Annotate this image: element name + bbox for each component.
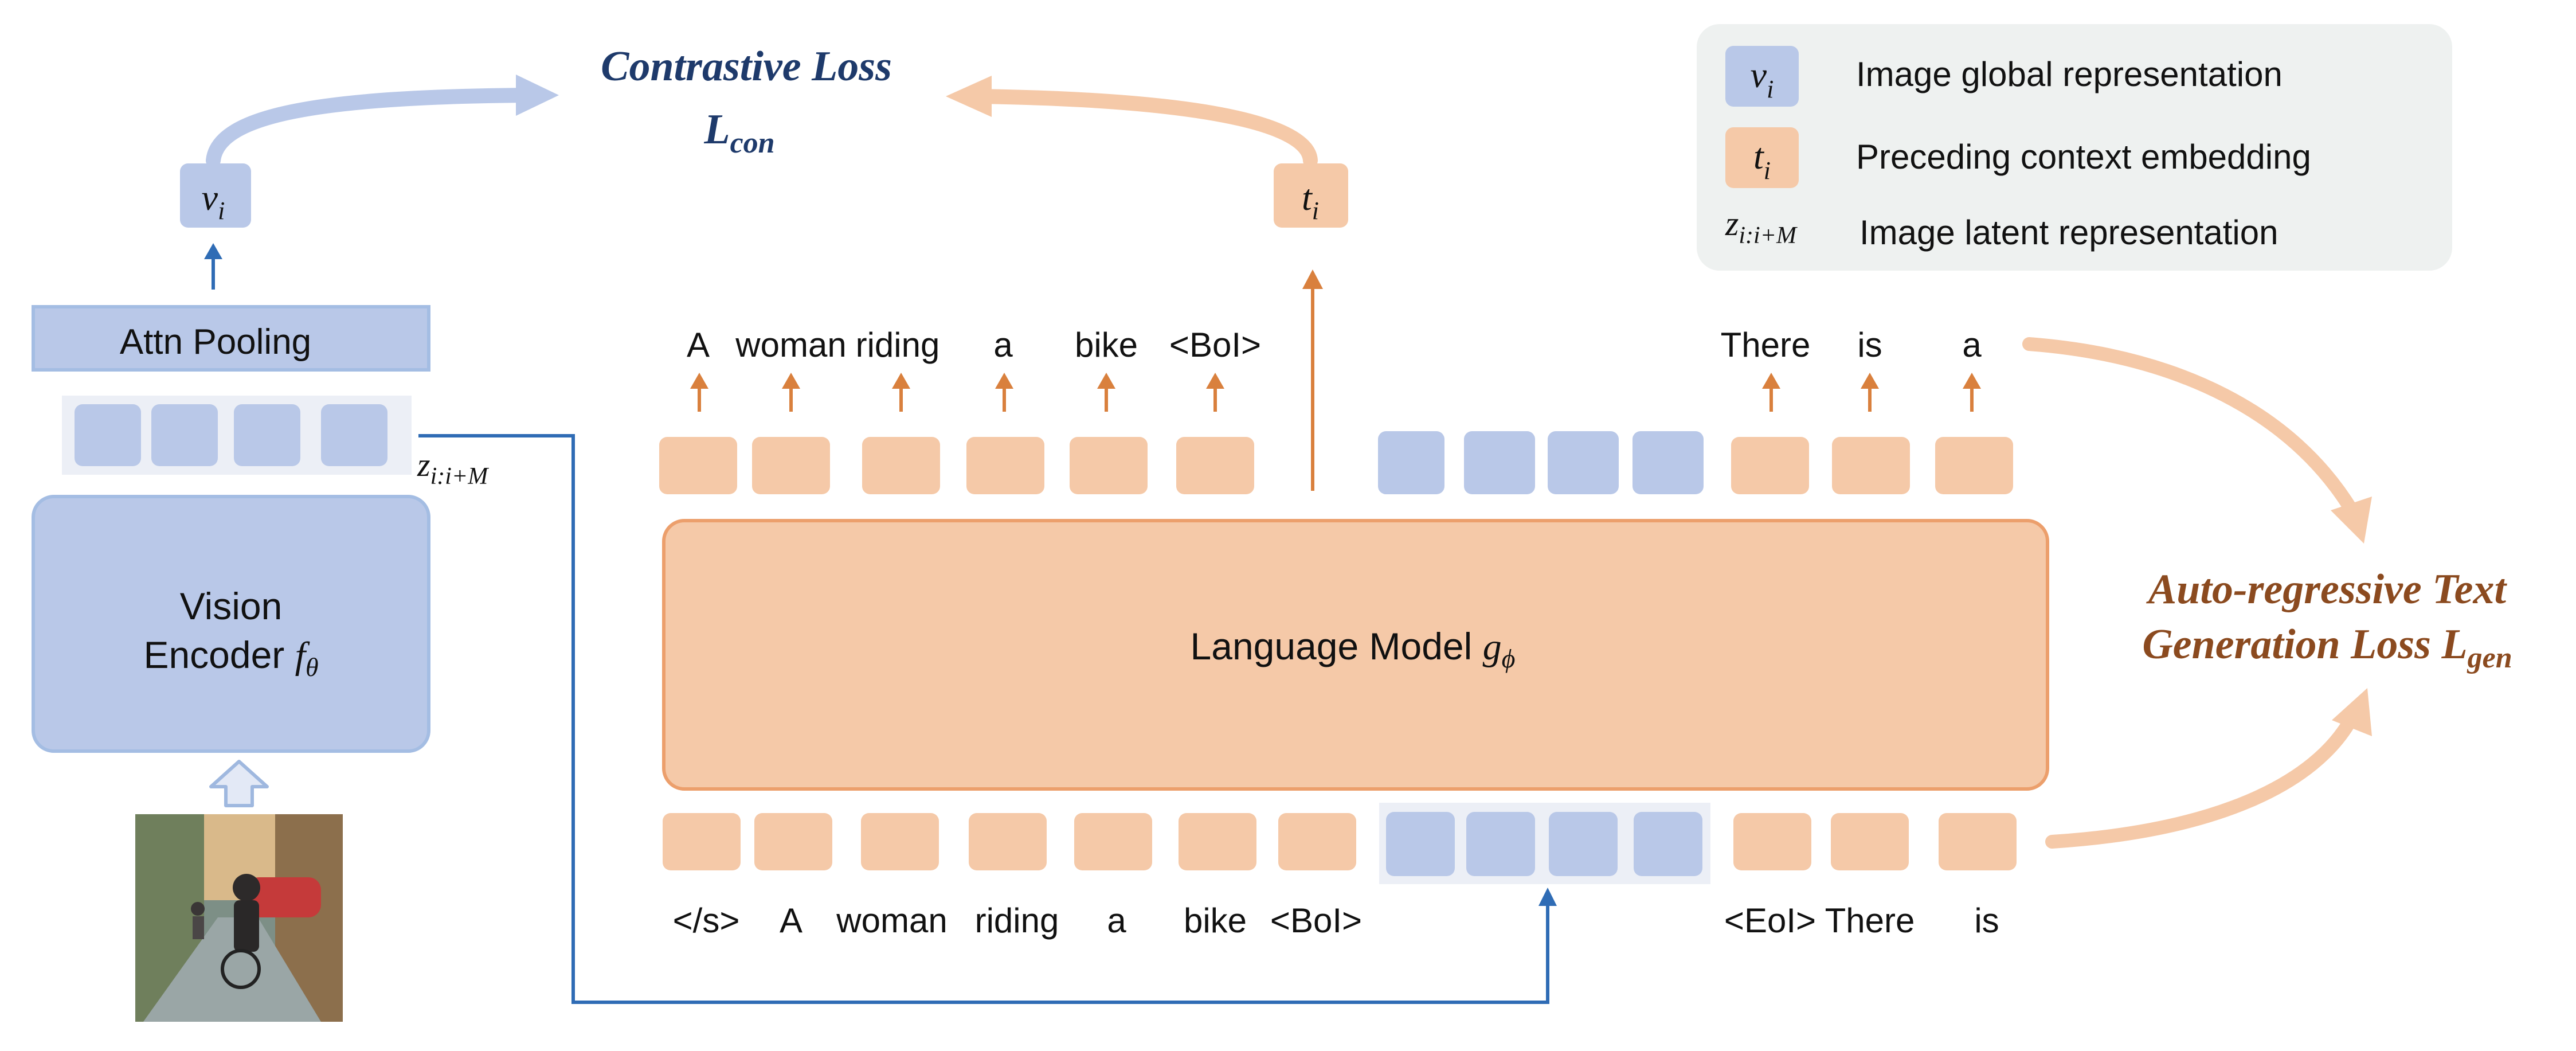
generation-loss-title: Auto-regressive Text Generation Loss Lge… [2142,566,2512,674]
input-token-label: <EoI> [1724,901,1816,940]
output-to-gen-loss-arrow [2022,337,2359,518]
latent-token [151,404,218,466]
output-token [966,437,1044,494]
contrastive-loss-label: Contrastive Loss [601,43,892,90]
contrastive-loss-title: Contrastive Loss Lcon [601,43,892,159]
output-token-label: A [687,326,710,364]
input-token-labels: </s> A woman riding a bike <BoI> <EoI> T… [673,901,1999,940]
image-to-encoder-arrow [209,760,269,807]
generation-loss-line1: Auto-regressive Text [2146,566,2508,613]
latent-z-label: zi:i+M [417,446,489,490]
output-image-token [1632,431,1704,494]
vision-encoder-line1: Vision [180,585,283,627]
vi-to-contrastive-arrow [206,88,541,168]
output-token [1731,437,1809,494]
legend-ti-swatch [1725,127,1799,188]
input-token-label: </s> [673,901,740,940]
legend-ti-symbol: ti [1753,136,1771,185]
input-token-row [663,803,2017,884]
ti-box [1274,163,1348,228]
attn-pooling-label: Attn Pooling [120,322,311,362]
output-token-labels: A woman riding a bike <BoI> There is a [687,326,1982,364]
output-token [1935,437,2013,494]
input-token [1074,813,1152,870]
contrastive-loss-symbol: Lcon [703,106,774,159]
language-model: Language Model gϕ [662,519,2049,791]
input-token [969,813,1047,870]
output-token [1832,437,1910,494]
generation-loss-line2: Generation Loss Lgen [2142,621,2512,674]
output-token-label: is [1857,326,1882,364]
output-token-label: woman [735,326,846,364]
output-token-label: bike [1075,326,1138,364]
input-token [663,813,741,870]
latent-token [75,404,141,466]
input-token [1179,813,1256,870]
output-token [1070,437,1148,494]
input-token [1939,813,2017,870]
legend-ti-label: Preceding context embedding [1856,138,2311,176]
input-token-label: a [1107,901,1126,940]
generation-loss-arrows [2022,337,2372,849]
input-token-label: riding [975,901,1059,940]
input-token-label: woman [836,901,947,940]
ti-symbol: ti [1302,177,1319,225]
vision-branch: Vision Encoder fθ zi:i+M Attn Pooling vi [32,75,1557,1022]
legend-vi-label: Image global representation [1856,55,2283,93]
ti-branch: ti [946,76,1348,491]
attn-pooling-box [32,305,430,372]
language-model-label: Language Model gϕ [1191,625,1516,673]
ti-to-contrastive-arrow [967,89,1318,168]
vision-encoder-line2: Encoder fθ [143,634,318,682]
output-token-label: <BoI> [1169,326,1261,364]
input-token-label: <BoI> [1270,901,1362,940]
output-arrows [690,373,1981,412]
output-token [752,437,830,494]
output-token-label: a [993,326,1013,364]
output-image-token [1548,431,1619,494]
input-token-label: is [1974,901,1999,940]
vi-box [180,163,251,228]
input-token [1831,813,1909,870]
input-token [754,813,832,870]
input-token-label: A [780,901,802,940]
language-model-box [662,519,2049,791]
output-token-label: a [1962,326,1982,364]
input-token [1733,813,1811,870]
latent-routing-line [418,434,1549,1004]
input-image-token [1549,812,1618,876]
legend-z-symbol: zi:i+M [1725,205,1798,249]
input-image-token [1634,812,1702,876]
input-token [1278,813,1356,870]
legend-z-label: Image latent representation [1859,213,2278,252]
vi-symbol: vi [202,177,225,225]
legend-vi-symbol: vi [1751,54,1774,103]
input-image-token [1386,812,1455,876]
latent-token [321,404,387,466]
input-image [135,814,343,1022]
output-image-token [1464,431,1535,494]
input-token [861,813,939,870]
output-token-label: riding [856,326,940,364]
legend-vi-swatch [1725,46,1799,107]
input-to-gen-loss-arrow [2045,710,2359,849]
output-token-row [659,431,2013,494]
input-token-label: There [1825,901,1915,940]
input-image-token [1466,812,1535,876]
input-token-label: bike [1184,901,1247,940]
output-image-token [1378,431,1444,494]
output-token-label: There [1721,326,1811,364]
legend: vi Image global representation ti Preced… [1697,24,2452,271]
vision-encoder-box [32,495,430,753]
output-token [659,437,737,494]
latent-token [234,404,300,466]
legend-background [1697,24,2452,271]
output-token [1176,437,1254,494]
output-token [862,437,940,494]
